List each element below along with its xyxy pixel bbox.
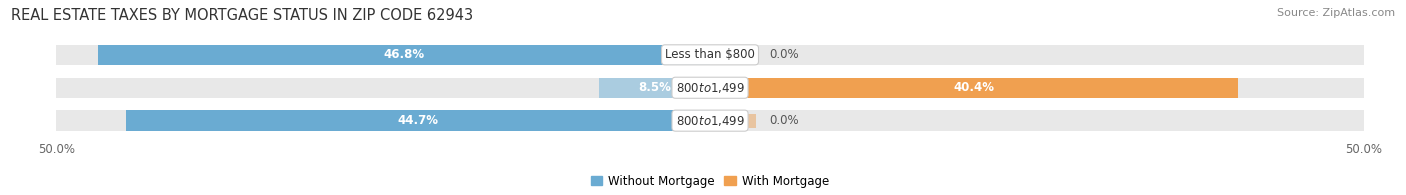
- Bar: [710, 113, 756, 128]
- Text: 44.7%: 44.7%: [398, 114, 439, 127]
- Text: Source: ZipAtlas.com: Source: ZipAtlas.com: [1277, 8, 1395, 18]
- Bar: [56, 110, 1364, 131]
- Text: 0.0%: 0.0%: [769, 114, 799, 127]
- Text: Less than $800: Less than $800: [665, 48, 755, 61]
- Text: 8.5%: 8.5%: [638, 81, 671, 94]
- Text: 40.4%: 40.4%: [953, 81, 994, 94]
- Legend: Without Mortgage, With Mortgage: Without Mortgage, With Mortgage: [586, 170, 834, 192]
- Bar: [98, 45, 710, 65]
- Bar: [56, 78, 1364, 98]
- Text: $800 to $1,499: $800 to $1,499: [675, 81, 745, 95]
- Bar: [710, 78, 1239, 98]
- Text: REAL ESTATE TAXES BY MORTGAGE STATUS IN ZIP CODE 62943: REAL ESTATE TAXES BY MORTGAGE STATUS IN …: [11, 8, 474, 23]
- Text: $800 to $1,499: $800 to $1,499: [675, 114, 745, 128]
- Bar: [125, 110, 710, 131]
- Text: 46.8%: 46.8%: [384, 48, 425, 61]
- Text: 0.0%: 0.0%: [769, 48, 799, 61]
- Bar: [710, 48, 756, 62]
- Bar: [56, 45, 1364, 65]
- Bar: [599, 78, 710, 98]
